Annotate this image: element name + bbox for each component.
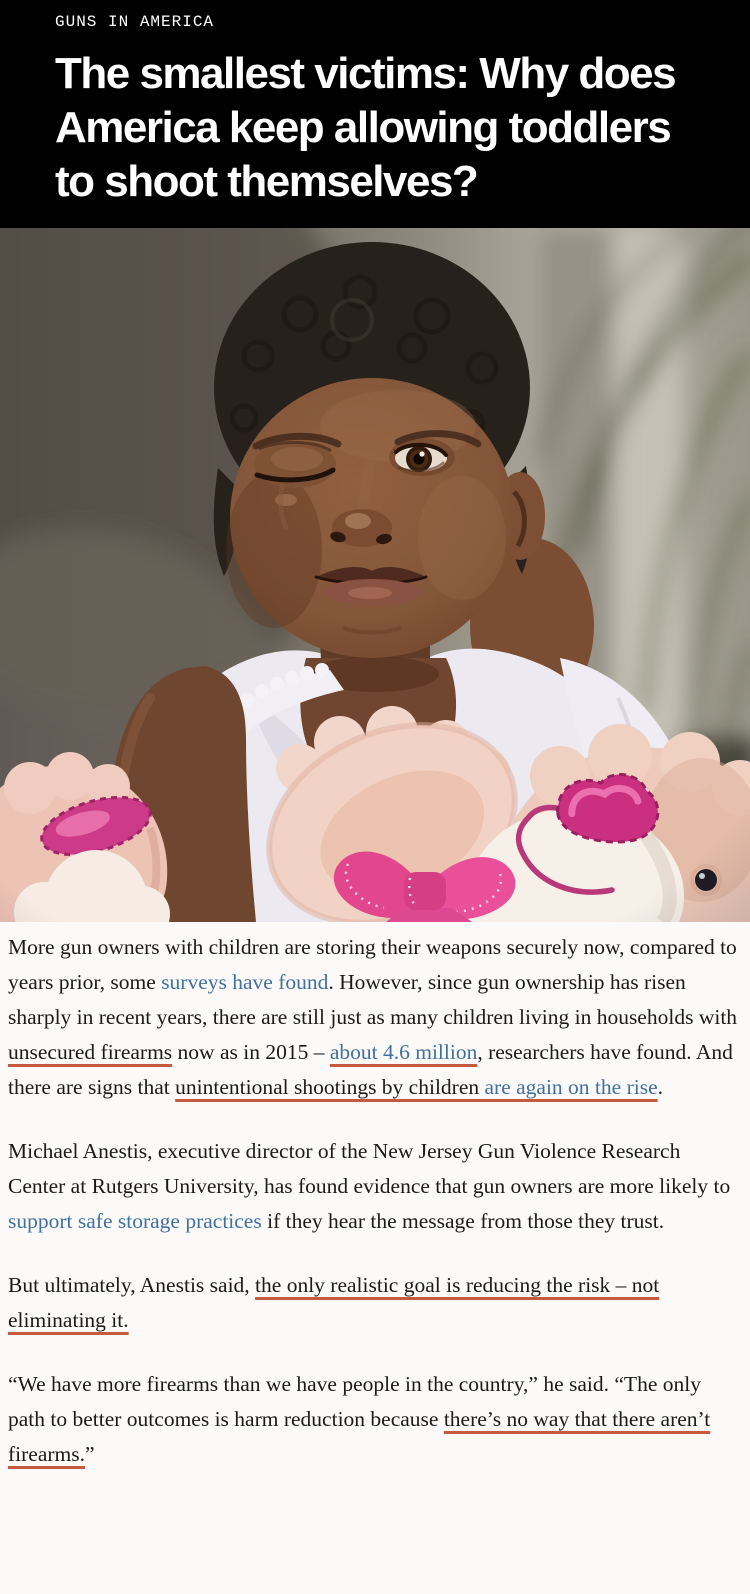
body-text: More gun owners with children are storin…: [8, 935, 737, 994]
article-hero-image: [0, 228, 750, 922]
body-text: “We have more firearms than we have peop…: [8, 1372, 701, 1431]
body-text: now as in 2015 –: [172, 1040, 330, 1064]
inline-link[interactable]: about 4.6 million: [329, 1040, 478, 1064]
paragraph: But ultimately, Anestis said, the only r…: [8, 1268, 742, 1338]
page-title: The smallest victims: Why does America k…: [55, 47, 712, 209]
headline-line-1: The smallest victims: Why does: [55, 49, 677, 98]
body-text: , researchers have found. And there are …: [8, 1040, 733, 1099]
body-text: if they hear the message from those they…: [261, 1209, 665, 1233]
article-body: More gun owners with children are storin…: [0, 922, 750, 1472]
paragraph: “We have more firearms than we have peop…: [8, 1367, 742, 1472]
annotated-text: unsecured firearms: [8, 1040, 173, 1064]
annotated-text: the only realistic goal is reducing the …: [8, 1273, 660, 1332]
article-header: GUNS IN AMERICA The smallest victims: Wh…: [0, 0, 750, 228]
inline-link[interactable]: surveys have found: [161, 970, 329, 994]
kicker-label: GUNS IN AMERICA: [55, 13, 215, 31]
body-text: But ultimately, Anestis said,: [8, 1273, 256, 1297]
body-text: ”: [85, 1442, 95, 1466]
annotated-text: unintentional shootings by children: [175, 1075, 485, 1099]
headline-line-2: America keep allowing toddlers: [55, 103, 672, 152]
body-text: . However, since gun ownership has risen…: [8, 970, 738, 1029]
inline-link[interactable]: support safe storage practices: [8, 1209, 262, 1233]
body-text: Michael Anestis, executive director of t…: [8, 1139, 731, 1198]
paragraph: More gun owners with children are storin…: [8, 930, 742, 1105]
body-text: .: [657, 1075, 663, 1099]
vignette: [0, 228, 750, 922]
inline-link[interactable]: are again on the rise: [484, 1075, 658, 1099]
annotated-text: there’s no way that there aren’t firearm…: [8, 1407, 711, 1466]
headline-line-3: to shoot themselves?: [55, 157, 479, 206]
paragraph: Michael Anestis, executive director of t…: [8, 1134, 742, 1239]
